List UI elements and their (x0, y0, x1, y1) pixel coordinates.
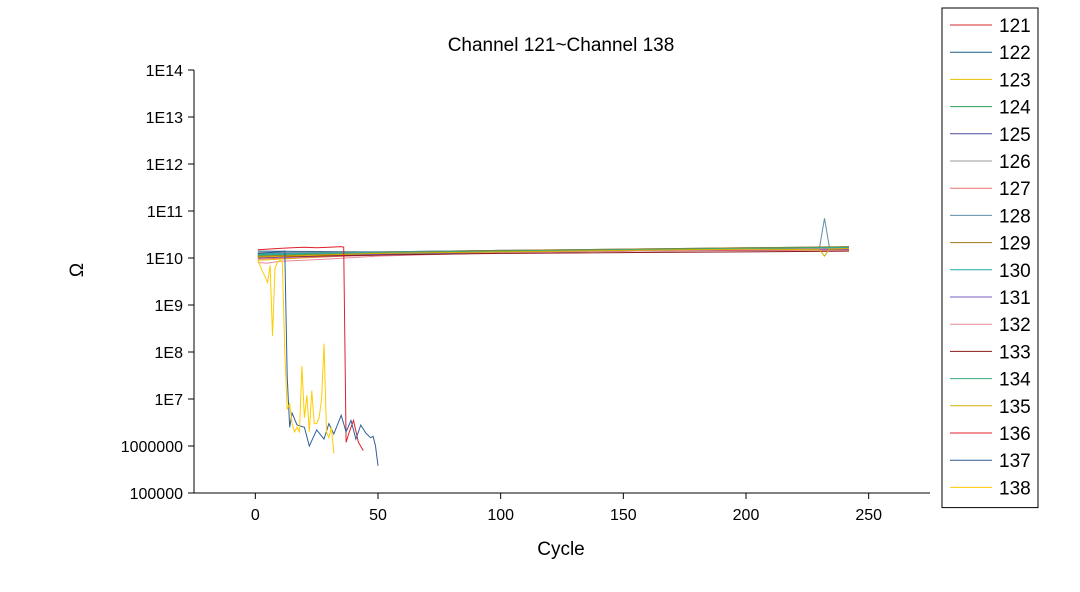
legend-label: 133 (999, 342, 1031, 363)
series-line-135 (257, 247, 850, 258)
legend-label: 128 (999, 206, 1031, 227)
x-tick-label: 100 (487, 507, 514, 524)
y-tick-label: 1E7 (155, 392, 184, 409)
legend-label: 134 (999, 370, 1031, 391)
plot-area: 100000 1000000 1E7 1E8 1E9 1E10 1E11 1E12 1E13 1E… (121, 63, 930, 524)
legend-label: 132 (999, 315, 1031, 336)
legend-label: 131 (999, 288, 1031, 309)
y-tick-label: 1000000 (121, 439, 183, 456)
y-tick-label: 1E13 (146, 110, 183, 127)
legend-box (941, 7, 1039, 509)
y-tick-label: 1E12 (146, 157, 183, 174)
legend-label: 121 (999, 16, 1031, 37)
legend-label: 135 (999, 397, 1031, 418)
series-line-136 (257, 246, 364, 451)
series-line-133 (257, 250, 850, 258)
x-axis-title: Cycle (537, 539, 585, 560)
y-tick-label: 100000 (130, 486, 183, 503)
y-tick-label: 1E14 (146, 63, 183, 80)
x-tick-label: 50 (369, 507, 387, 524)
legend-label: 122 (999, 43, 1031, 64)
x-tick-label: 0 (251, 507, 260, 524)
x-tick-label: 200 (733, 507, 760, 524)
legend-label: 126 (999, 152, 1031, 173)
series-line-132 (257, 247, 850, 264)
y-axis-title: Ω (67, 263, 88, 277)
legend: 121 122 123 124 125 126 127 128 129 130 131 132 133 1… (941, 7, 1039, 509)
legend-label: 129 (999, 234, 1031, 255)
legend-label: 136 (999, 424, 1031, 445)
legend-label: 125 (999, 125, 1031, 146)
y-tick-label: 1E10 (146, 251, 183, 268)
y-tick-label: 1E11 (147, 204, 183, 221)
legend-label: 137 (999, 451, 1031, 472)
x-tick-label: 250 (855, 507, 882, 524)
series-line-137 (257, 250, 379, 466)
y-tick-label: 1E9 (155, 298, 184, 315)
x-tick-label: 150 (610, 507, 637, 524)
y-tick-label: 1E8 (155, 345, 184, 362)
legend-label: 130 (999, 261, 1031, 282)
legend-label: 123 (999, 70, 1031, 91)
legend-label: 138 (999, 478, 1031, 499)
series-line-138 (257, 259, 335, 454)
series-line-134 (257, 247, 850, 256)
legend-label: 124 (999, 98, 1031, 119)
chart-title: Channel 121~Channel 138 (448, 35, 675, 56)
legend-label: 127 (999, 179, 1031, 200)
